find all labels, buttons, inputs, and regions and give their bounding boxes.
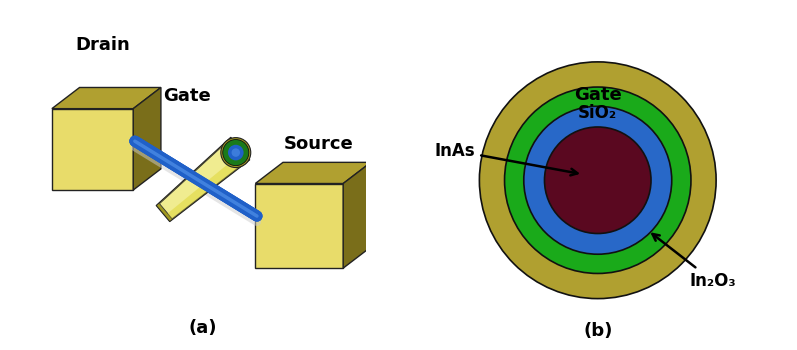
Text: (a): (a) — [189, 319, 218, 337]
Polygon shape — [52, 108, 133, 190]
Polygon shape — [344, 162, 371, 268]
Polygon shape — [52, 88, 161, 108]
Text: Source: Source — [284, 135, 354, 153]
Circle shape — [232, 148, 240, 157]
Text: Drain: Drain — [75, 36, 130, 54]
Text: Gate: Gate — [574, 86, 622, 104]
Circle shape — [505, 87, 691, 273]
Circle shape — [221, 138, 251, 168]
Text: (b): (b) — [583, 322, 612, 340]
Circle shape — [479, 62, 717, 299]
Text: In₂O₃: In₂O₃ — [653, 234, 736, 290]
Circle shape — [223, 140, 249, 166]
Text: SiO₂: SiO₂ — [578, 104, 618, 122]
Polygon shape — [255, 162, 371, 183]
Polygon shape — [156, 137, 249, 222]
Circle shape — [544, 127, 651, 233]
Polygon shape — [255, 183, 344, 268]
Polygon shape — [133, 88, 161, 190]
Circle shape — [524, 106, 672, 254]
Text: Gate: Gate — [163, 86, 211, 105]
Text: InAs: InAs — [435, 142, 578, 175]
Circle shape — [228, 145, 244, 160]
Polygon shape — [159, 140, 246, 219]
Polygon shape — [167, 154, 246, 219]
